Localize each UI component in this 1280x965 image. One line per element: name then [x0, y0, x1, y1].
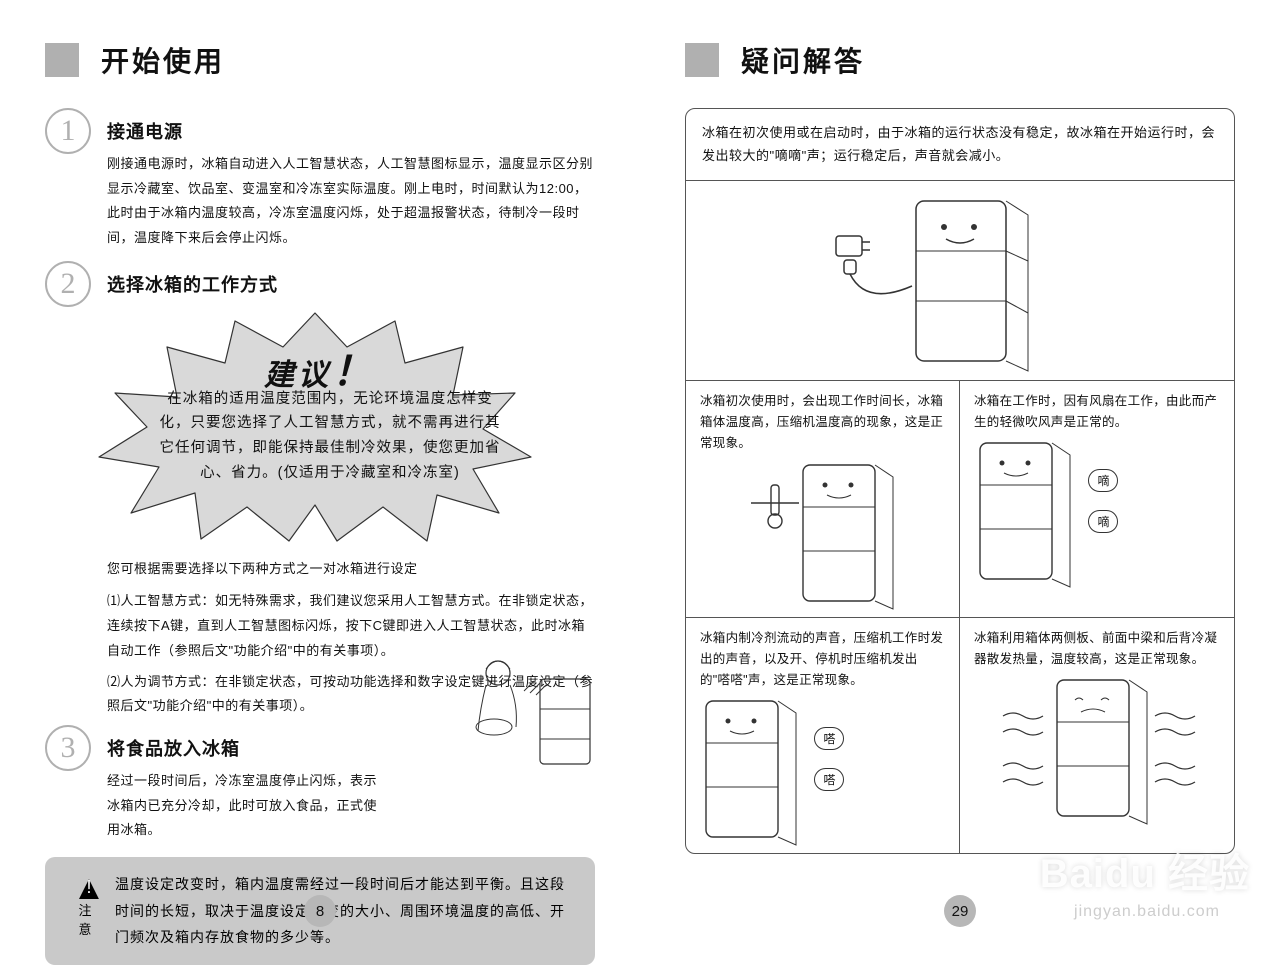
qa-cell: 冰箱利用箱体两侧板、前面中梁和后背冷凝器散发热量，温度较高，这是正常现象。 — [960, 617, 1234, 854]
fridge-face-icon — [700, 697, 810, 847]
fridge-plug-illustration-icon — [686, 181, 1234, 381]
qa-cell-text: 冰箱内制冷剂流动的声音，压缩机工作时发出的声音，以及开、停机时压缩机发出的"嗒嗒… — [700, 628, 945, 692]
page-header-right: 疑问解答 — [685, 40, 1235, 80]
step-text: 经过一段时间后，冷冻室温度停止闪烁，表示冰箱内已充分冷却，此时可放入食品，正式使… — [107, 769, 387, 843]
step-number-icon: 2 — [45, 261, 91, 307]
starburst-body: 在冰箱的适用温度范围内，无论环境温度怎样变化，只要您选择了人工智慧方式，就不需再… — [155, 387, 505, 486]
qa-intro-text: 冰箱在初次使用或在启动时，由于冰箱的运行状态没有稳定，故冰箱在开始运行时，会发出… — [686, 109, 1234, 180]
sound-bubble: 嘀 — [1088, 469, 1118, 492]
fridge-heat-waves-icon — [997, 676, 1197, 826]
page-title: 开始使用 — [101, 40, 225, 80]
page-header-left: 开始使用 — [45, 40, 595, 80]
qa-cell-text: 冰箱利用箱体两侧板、前面中梁和后背冷凝器散发热量，温度较高，这是正常现象。 — [974, 628, 1220, 671]
step-text: 刚接通电源时，冰箱自动进入人工智慧状态，人工智慧图标显示，温度显示区分别显示冷藏… — [107, 152, 595, 251]
page-right: 疑问解答 冰箱在初次使用或在启动时，由于冰箱的运行状态没有稳定，故冰箱在开始运行… — [640, 0, 1280, 939]
step-number-icon: 1 — [45, 108, 91, 154]
qa-cell: 冰箱在工作时，因有风扇在工作，由此而产生的轻微吹风声是正常的。 嘀 嘀 — [960, 380, 1234, 617]
header-square-icon — [45, 43, 79, 77]
step-title: 接通电源 — [107, 118, 595, 144]
sound-bubble: 嗒 — [814, 768, 844, 791]
step-title: 选择冰箱的工作方式 — [107, 271, 595, 297]
page-number: 8 — [304, 895, 336, 927]
modes-intro: 您可根据需要选择以下两种方式之一对冰箱进行设定 — [107, 557, 595, 582]
warning-exclaim-icon: ! — [63, 877, 115, 898]
fridge-face-icon — [974, 439, 1084, 589]
page-left: 开始使用 1 接通电源 刚接通电源时，冰箱自动进入人工智慧状态，人工智慧图标显示… — [0, 0, 640, 939]
caution-label: 注 意 — [63, 900, 115, 938]
page-title: 疑问解答 — [741, 40, 865, 80]
header-square-icon — [685, 43, 719, 77]
step-number-icon: 3 — [45, 725, 91, 771]
step-2: 2 选择冰箱的工作方式 — [45, 261, 595, 307]
qa-cell: 冰箱内制冷剂流动的声音，压缩机工作时发出的声音，以及开、停机时压缩机发出的"嗒嗒… — [686, 617, 960, 854]
fridge-thermometer-icon — [743, 461, 903, 611]
sound-bubble: 嘀 — [1088, 510, 1118, 533]
qa-panel: 冰箱在初次使用或在启动时，由于冰箱的运行状态没有稳定，故冰箱在开始运行时，会发出… — [685, 108, 1235, 854]
step-1: 1 接通电源 刚接通电源时，冰箱自动进入人工智慧状态，人工智慧图标显示，温度显示… — [45, 108, 595, 251]
qa-cell: 冰箱初次使用时，会出现工作时间长，冰箱箱体温度高，压缩机温度高的现象，这是正常现… — [686, 380, 960, 617]
woman-fridge-illustration-icon — [450, 649, 600, 769]
qa-top-illustration — [686, 180, 1234, 380]
page-number: 29 — [944, 895, 976, 927]
sound-bubble: 嗒 — [814, 727, 844, 750]
qa-cell-text: 冰箱在工作时，因有风扇在工作，由此而产生的轻微吹风声是正常的。 — [974, 391, 1220, 434]
advice-starburst: 建议！ 在冰箱的适用温度范围内，无论环境温度怎样变化，只要您选择了人工智慧方式，… — [45, 317, 595, 547]
qa-cell-text: 冰箱初次使用时，会出现工作时间长，冰箱箱体温度高，压缩机温度高的现象，这是正常现… — [700, 391, 945, 455]
qa-grid: 冰箱初次使用时，会出现工作时间长，冰箱箱体温度高，压缩机温度高的现象，这是正常现… — [686, 380, 1234, 854]
